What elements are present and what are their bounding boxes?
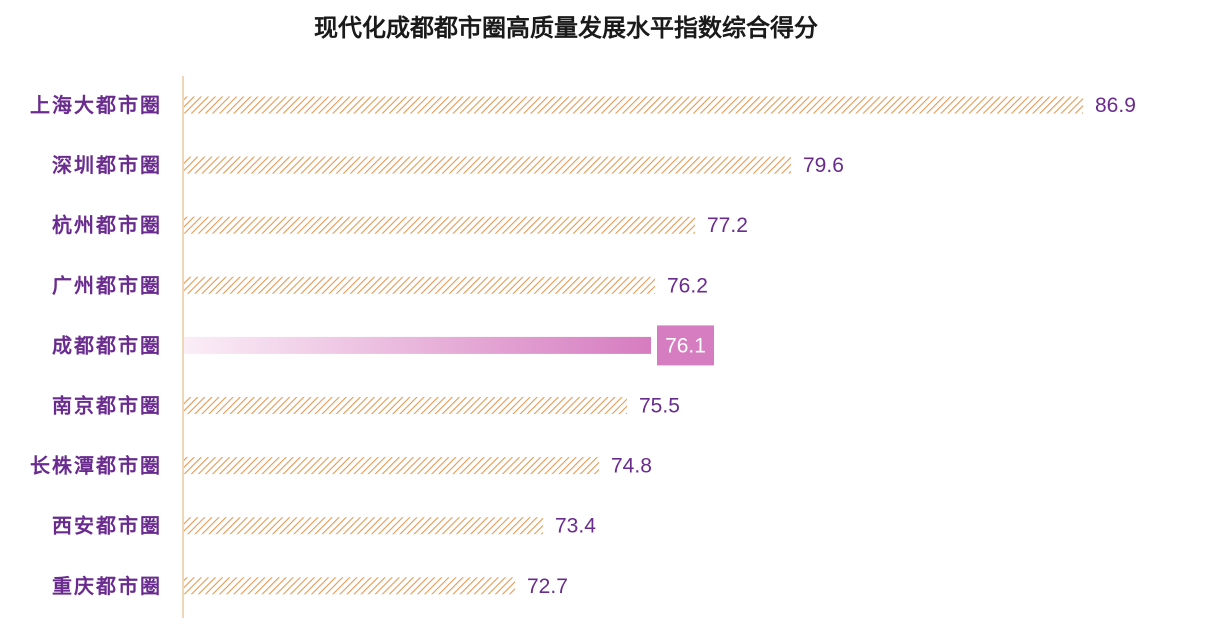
bar <box>184 517 543 535</box>
bars-layer: 上海大都市圈 86.9 深圳都市圈 79.6 杭州都市圈 77.2 广州都市圈 76.2 成都都… <box>30 93 1136 598</box>
value-label: 77.2 <box>707 214 748 237</box>
category-label: 长株潭都市圈 <box>30 454 162 478</box>
value-label: 76.1 <box>665 334 706 357</box>
bar <box>184 577 515 595</box>
bar <box>184 216 695 234</box>
value-label: 72.7 <box>527 575 568 598</box>
value-label: 86.9 <box>1095 94 1136 117</box>
value-label: 79.6 <box>803 154 844 177</box>
bar-highlight <box>184 336 651 354</box>
chart-title: 现代化成都都市圈高质量发展水平指数综合得分 <box>314 14 818 42</box>
value-label-background <box>657 325 714 366</box>
category-label: 南京都市圈 <box>52 394 162 418</box>
bar <box>184 397 627 414</box>
category-label: 上海大都市圈 <box>30 93 162 117</box>
category-label: 深圳都市圈 <box>52 153 162 177</box>
bar <box>184 457 599 475</box>
value-label: 74.8 <box>611 455 652 478</box>
category-label: 成都都市圈 <box>52 333 162 357</box>
bar <box>184 156 791 174</box>
value-label: 73.4 <box>555 515 596 538</box>
value-label: 76.2 <box>667 274 708 297</box>
value-label: 75.5 <box>639 395 680 418</box>
category-label: 西安都市圈 <box>52 514 162 538</box>
bar <box>184 96 1083 114</box>
bar <box>184 276 655 294</box>
category-label: 广州都市圈 <box>52 273 162 297</box>
category-label: 重庆都市圈 <box>52 574 162 598</box>
category-label: 杭州都市圈 <box>52 213 162 237</box>
